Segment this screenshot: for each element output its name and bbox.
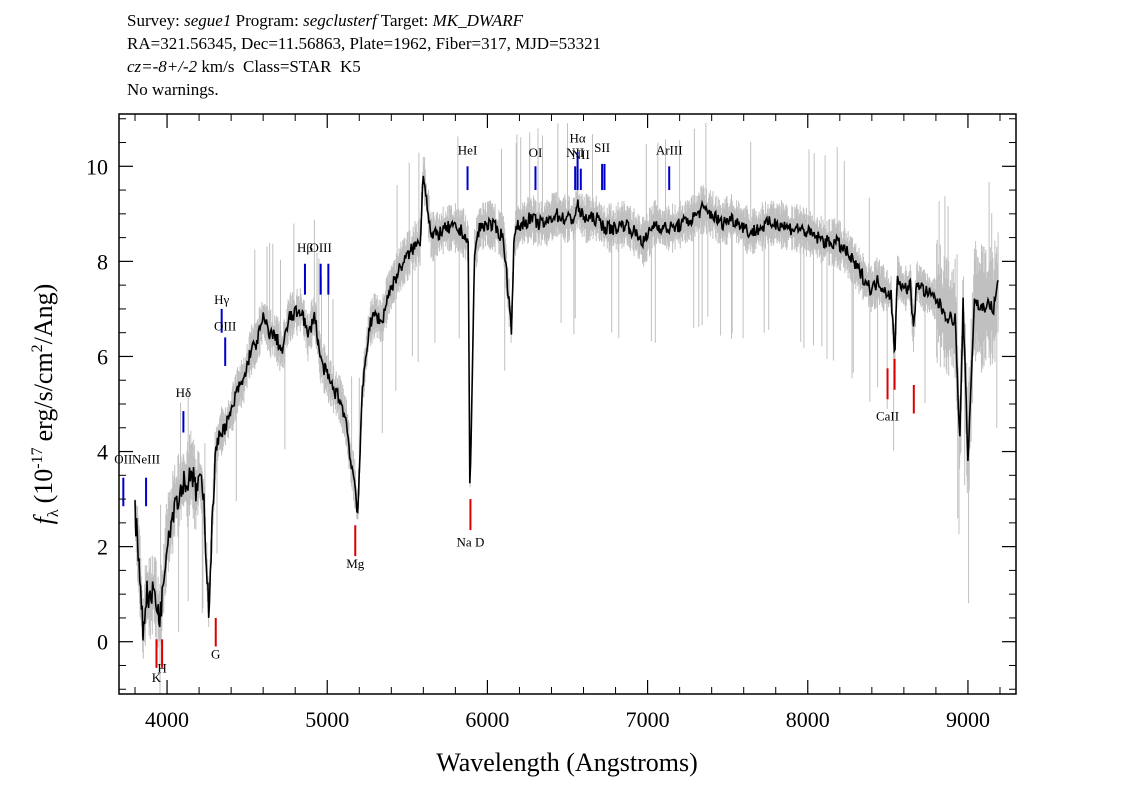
error-band bbox=[134, 122, 999, 694]
line-label-15: ArIII bbox=[656, 142, 683, 157]
x-tick-label-1: 5000 bbox=[305, 707, 349, 732]
line-label-5: Hβ bbox=[297, 240, 313, 255]
line-label-6: OIII bbox=[309, 240, 331, 255]
line-label-17: H bbox=[157, 661, 166, 676]
cz-label: cz bbox=[127, 57, 142, 76]
line-label-20: Na D bbox=[457, 535, 485, 550]
survey-value: segue1 bbox=[184, 11, 232, 30]
program-value: segclusterf bbox=[303, 11, 377, 30]
line-label-18: G bbox=[211, 646, 220, 661]
y-axis-exponent: -17 bbox=[29, 447, 46, 468]
spectrum-header: Survey: segue1 Program: segclusterf Targ… bbox=[127, 9, 1027, 101]
error-spikes bbox=[134, 122, 999, 694]
y-tick-label-4: 8 bbox=[97, 249, 108, 274]
y-tick-label-0: 0 bbox=[97, 630, 108, 655]
target-value: MK_DWARF bbox=[432, 11, 523, 30]
x-tick-label-3: 7000 bbox=[626, 707, 670, 732]
line-label-11: Hα bbox=[569, 131, 585, 146]
y-tick-label-3: 6 bbox=[97, 344, 108, 369]
x-tick-label-0: 4000 bbox=[145, 707, 189, 732]
line-label-13: SII bbox=[594, 140, 610, 155]
line-label-3: Hγ bbox=[214, 292, 229, 307]
cz-value: =-8+/-2 bbox=[141, 57, 198, 76]
y-axis-title: fλ (10-17 erg/s/cm2/Ang) bbox=[29, 284, 62, 525]
x-axis-title: Wavelength (Angstroms) bbox=[436, 748, 697, 777]
x-tick-label-4: 8000 bbox=[786, 707, 830, 732]
y-axis-subscript: λ bbox=[45, 509, 62, 517]
y-axis-exponent-2: 2 bbox=[29, 344, 46, 352]
y-tick-label-1: 2 bbox=[97, 535, 108, 560]
line-label-0: OII bbox=[114, 451, 132, 466]
header-line-survey: Survey: segue1 Program: segclusterf Targ… bbox=[127, 9, 1027, 32]
y-axis-unit: erg/s/cm bbox=[29, 352, 58, 441]
flux-series bbox=[134, 175, 1000, 641]
line-label-4: OIII bbox=[214, 318, 236, 333]
header-line-coords: RA=321.56345, Dec=11.56863, Plate=1962, … bbox=[127, 34, 602, 53]
x-tick-label-2: 6000 bbox=[465, 707, 509, 732]
line-label-8: HeI bbox=[458, 142, 478, 157]
target-label: Target: bbox=[380, 11, 429, 30]
header-line-redshift: cz=-8+/-2 km/s Class=STAR K5 bbox=[127, 55, 1027, 78]
line-label-19: Mg bbox=[346, 556, 365, 571]
flux-line bbox=[134, 175, 1000, 641]
y-tick-label-5: 10 bbox=[86, 154, 108, 179]
y-axis-symbol: f bbox=[29, 513, 58, 524]
survey-label: Survey: bbox=[127, 11, 180, 30]
line-label-2: Hδ bbox=[176, 385, 192, 400]
y-axis-paren: (10 bbox=[29, 469, 58, 504]
x-tick-label-5: 9000 bbox=[946, 707, 990, 732]
cz-unit-class: km/s Class=STAR K5 bbox=[197, 57, 361, 76]
y-tick-label-2: 4 bbox=[97, 440, 108, 465]
line-label-1: NeIII bbox=[132, 451, 160, 466]
line-label-16: K bbox=[152, 670, 162, 685]
line-label-12: NII bbox=[572, 147, 590, 162]
line-label-21: CaII bbox=[876, 409, 899, 424]
axis-ticks: 4000 5000 6000 7000 8000 9000 0 2 4 6 8 10 bbox=[86, 114, 1016, 732]
program-label: Program: bbox=[235, 11, 299, 30]
line-label-9: OI bbox=[529, 145, 543, 160]
line-label-10: NII bbox=[566, 145, 584, 160]
header-line-warnings: No warnings. bbox=[127, 80, 219, 99]
y-axis-unit-end: /Ang) bbox=[29, 284, 58, 345]
